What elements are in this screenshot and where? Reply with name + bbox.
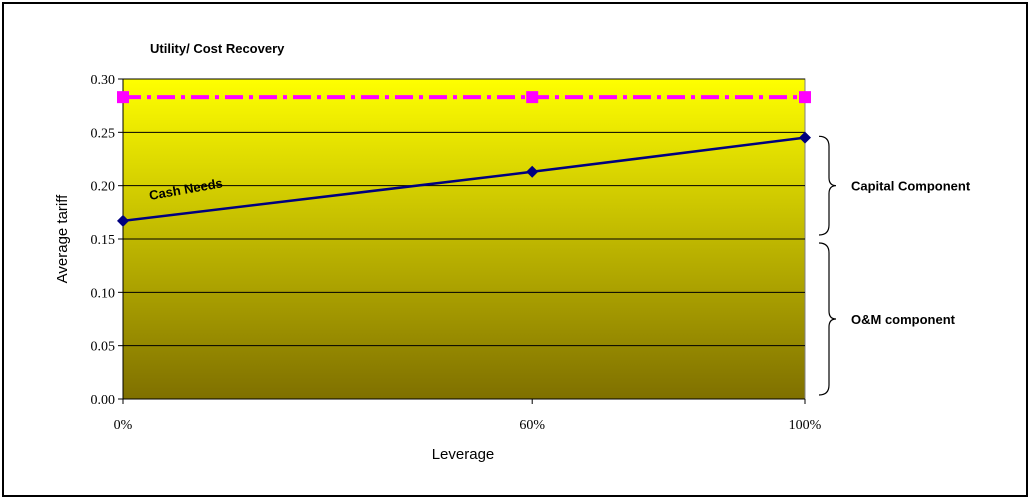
series-0 [117, 131, 811, 227]
gridlines [123, 78, 805, 347]
y-tick-label: 0.15 [91, 233, 116, 248]
y-axis-ticks: 0.00 0.05 0.10 0.15 0.20 0.25 0.30 [91, 73, 123, 408]
data-point [799, 91, 811, 104]
brace [818, 135, 837, 236]
series-1 [117, 91, 811, 104]
series-layer [117, 91, 811, 227]
data-point [526, 165, 539, 178]
x-tick-label: 60% [519, 418, 545, 433]
annotation-label: O&M component [851, 312, 956, 327]
y-tick-label: 0.30 [91, 73, 116, 88]
data-point [526, 91, 539, 104]
y-tick-label: 0.10 [91, 286, 116, 301]
y-tick-label: 0.20 [91, 180, 116, 195]
chart-title: Utility/ Cost Recovery [150, 41, 285, 56]
data-point [117, 91, 129, 104]
data-point [799, 131, 811, 144]
data-point [117, 214, 129, 227]
x-axis-ticks: 0% 60% 100% [114, 399, 822, 433]
y-tick-label: 0.00 [91, 393, 116, 408]
x-tick-label: 100% [789, 418, 822, 433]
annotation-label: Capital Component [851, 179, 971, 194]
y-axis-label: Average tariff [54, 194, 71, 283]
y-tick-label: 0.05 [91, 340, 116, 355]
x-axis-label: Leverage [432, 446, 495, 463]
x-tick-label: 0% [114, 418, 133, 433]
y-tick-label: 0.25 [91, 126, 116, 141]
brace-annotations: Capital Component O&M component [818, 135, 971, 396]
brace [818, 242, 837, 396]
